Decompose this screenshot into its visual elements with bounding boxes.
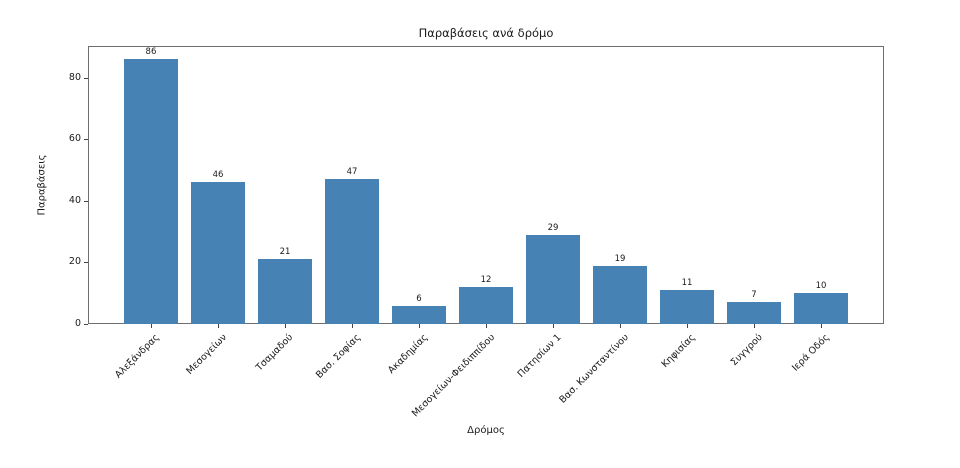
x-tick-label: Τσαμαδού xyxy=(254,332,296,374)
x-tick-mark xyxy=(821,324,823,328)
bar-value-label: 21 xyxy=(279,247,291,258)
x-tick-label: Αλεξάνδρας xyxy=(113,332,162,381)
x-tick-label: Μεσογείων xyxy=(183,332,229,377)
x-tick-mark xyxy=(687,324,688,328)
bar xyxy=(526,234,580,324)
bar xyxy=(124,59,178,324)
y-axis-label: Παραβάσεις xyxy=(36,154,48,216)
x-tick-label: Βασ. Σοφίας xyxy=(313,332,363,381)
bar-value-label: 11 xyxy=(681,278,693,289)
x-tick-mark xyxy=(150,324,152,328)
bar xyxy=(660,290,714,324)
bar xyxy=(325,179,379,324)
x-tick-mark xyxy=(217,324,219,328)
bar xyxy=(593,265,647,324)
x-axis-label: Δρόμος xyxy=(467,425,505,436)
chart-title: Παραβάσεις ανά δρόμο xyxy=(418,26,554,40)
bar-value-label: 86 xyxy=(145,47,157,58)
plot-area xyxy=(88,46,884,324)
bar xyxy=(727,302,781,324)
bar-value-label: 47 xyxy=(346,167,358,178)
y-tick-mark xyxy=(84,139,88,141)
bar xyxy=(459,287,513,324)
y-tick-mark xyxy=(84,324,88,325)
y-tick-label: 40 xyxy=(68,194,81,206)
bar xyxy=(392,305,446,324)
x-tick-label: Βασ. Κωνσταντίνου xyxy=(557,332,631,406)
y-tick-mark xyxy=(84,77,88,79)
bar-value-label: 10 xyxy=(815,281,827,292)
bar-value-label: 29 xyxy=(547,222,559,233)
x-tick-mark xyxy=(351,324,353,328)
bar xyxy=(258,259,312,324)
x-tick-label: Ιερά Οδός xyxy=(790,332,832,374)
bar-value-label: 12 xyxy=(480,275,492,286)
bar-value-label: 7 xyxy=(751,290,757,301)
y-tick-mark xyxy=(84,262,88,264)
y-tick-label: 80 xyxy=(68,71,81,83)
x-tick-mark xyxy=(553,324,554,328)
x-tick-label: Συγγρού xyxy=(728,332,765,369)
bar xyxy=(794,293,848,324)
y-tick-label: 60 xyxy=(68,133,81,145)
x-tick-mark xyxy=(284,324,286,328)
x-tick-label: Κηφισίας xyxy=(659,332,698,371)
y-tick-mark xyxy=(84,200,88,202)
x-tick-label: Πατησίων 1 xyxy=(515,332,564,380)
bar xyxy=(191,182,245,324)
x-tick-mark xyxy=(620,324,621,328)
y-tick-label: 0 xyxy=(74,318,81,329)
y-tick-label: 20 xyxy=(68,256,81,268)
x-tick-mark xyxy=(486,324,487,328)
x-tick-label: Ακαδημίας xyxy=(385,332,430,377)
x-tick-mark xyxy=(754,324,755,328)
bar-value-label: 46 xyxy=(212,170,224,181)
bar-value-label: 6 xyxy=(416,293,422,304)
bar-value-label: 19 xyxy=(614,253,626,264)
x-tick-mark xyxy=(418,324,420,328)
